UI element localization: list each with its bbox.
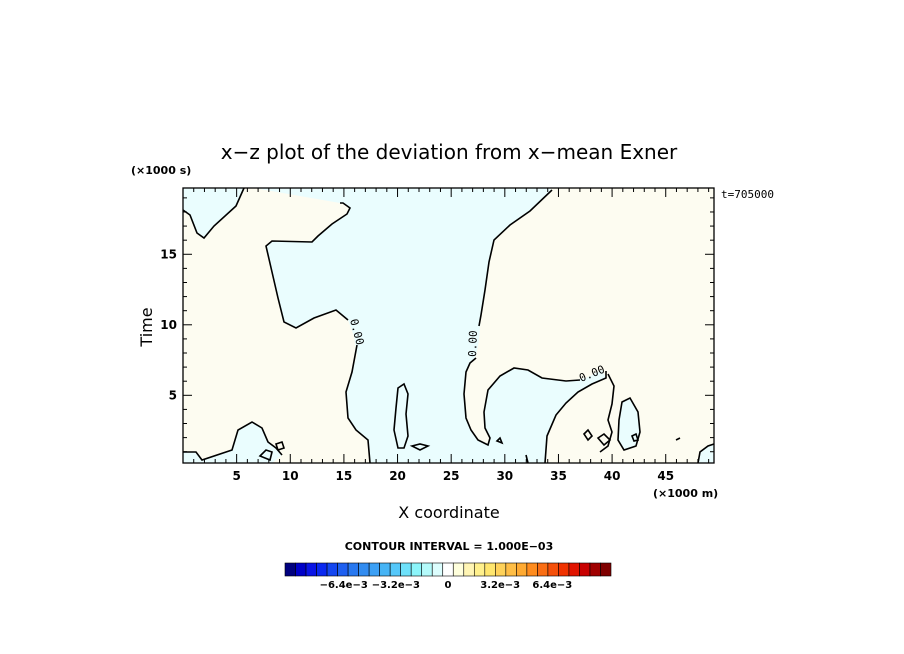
time-stamp: t=705000 [721, 188, 774, 201]
contour-line [525, 454, 529, 464]
colorbar-swatch [568, 562, 580, 577]
colorbar-swatch [526, 562, 538, 577]
x-tick-label: 35 [550, 469, 567, 483]
x-axis-label: X coordinate [398, 503, 499, 522]
colorbar-swatch [379, 562, 391, 577]
colorbar-swatch [547, 562, 559, 577]
colorbar-swatch [452, 562, 465, 577]
colorbar-swatch [305, 562, 317, 577]
x-tick-label: 10 [282, 469, 299, 483]
plot-frame [182, 187, 715, 464]
negative-island [618, 398, 640, 450]
colorbar: −6.4e−3 −3.2e−3 0 3.2e−3 6.4e−3 [284, 562, 612, 591]
x-tick-label: 5 [232, 469, 240, 483]
negative-region [183, 188, 606, 463]
colorbar-swatch [421, 562, 433, 577]
colorbar-swatch [326, 562, 338, 577]
x-tick-label: 20 [389, 469, 406, 483]
colorbar-swatch [431, 562, 444, 577]
y-tick-label: 5 [169, 388, 177, 402]
contour-label: 0.00 [466, 330, 480, 357]
colorbar-swatch [484, 562, 496, 577]
contour-lines [182, 187, 715, 464]
contour-line [630, 432, 640, 442]
x-tick-label: 15 [336, 469, 353, 483]
chart-title: x−z plot of the deviation from x−mean Ex… [221, 140, 678, 164]
plot-area: 0.00 0.00 0.00 [182, 187, 715, 464]
contour-line [617, 396, 641, 451]
colorbar-swatch [463, 562, 475, 577]
colorbar-swatch [284, 562, 296, 577]
contour-line [183, 421, 283, 461]
contour-line [409, 443, 431, 451]
axis-ticks [182, 188, 714, 463]
colorbar-swatch [337, 562, 349, 577]
colorbar-swatch [537, 562, 549, 577]
colorbar-tick-label: 3.2e−3 [480, 580, 520, 591]
colorbar-tick-label: 6.4e−3 [532, 580, 572, 591]
contour-line [675, 437, 681, 441]
colorbar-swatch [410, 562, 423, 577]
contour-line [697, 443, 715, 464]
contour-line [495, 436, 504, 445]
contour-line [599, 373, 615, 453]
colorbar-swatch [473, 562, 486, 577]
colorbar-swatch [516, 562, 528, 577]
x-tick-label: 25 [443, 469, 460, 483]
contour-line [544, 371, 607, 464]
colorbar-swatch [442, 562, 454, 577]
colorbar-swatch [368, 562, 380, 577]
y-tick-label: 15 [160, 247, 177, 261]
contour-line [182, 187, 245, 240]
y-axis-label: Time [137, 307, 156, 347]
colorbar-swatch [558, 562, 570, 577]
contour-line [582, 428, 594, 442]
contour-interval-label: CONTOUR INTERVAL = 1.000E−03 [345, 540, 554, 553]
contour-line [258, 449, 273, 462]
colorbar-tick-label: −3.2e−3 [372, 580, 420, 591]
colorbar-swatch [389, 562, 401, 577]
colorbar-swatch [316, 562, 328, 577]
colorbar-swatch [400, 562, 412, 577]
negative-island [698, 444, 714, 463]
x-unit-label: (×1000 m) [653, 487, 718, 500]
colorbar-swatch [589, 562, 601, 577]
x-tick-label: 40 [604, 469, 621, 483]
colorbar-swatch [600, 562, 612, 577]
colorbar-swatch [495, 562, 507, 577]
colorbar-swatch [358, 562, 370, 577]
colorbar-swatch [347, 562, 359, 577]
y-tick-label: 10 [160, 318, 177, 332]
axis-tick-labels: 5 10 15 20 25 30 35 40 45 5 10 15 [160, 247, 674, 483]
y-unit-label: (×1000 s) [131, 164, 191, 177]
contour-line [274, 440, 286, 452]
negative-island [183, 422, 282, 463]
colorbar-tick-label: 0 [445, 580, 452, 591]
x-tick-label: 30 [496, 469, 513, 483]
colorbar-tick-label: −6.4e−3 [320, 580, 368, 591]
x-tick-label: 45 [657, 469, 674, 483]
contour-line [393, 382, 409, 449]
contour-line [265, 202, 352, 329]
contour-line [345, 344, 371, 464]
contour-line [478, 189, 553, 327]
colorbar-swatch [295, 562, 307, 577]
colorbar-swatch [579, 562, 591, 577]
contour-line [463, 357, 581, 447]
colorbar-swatch [505, 562, 517, 577]
